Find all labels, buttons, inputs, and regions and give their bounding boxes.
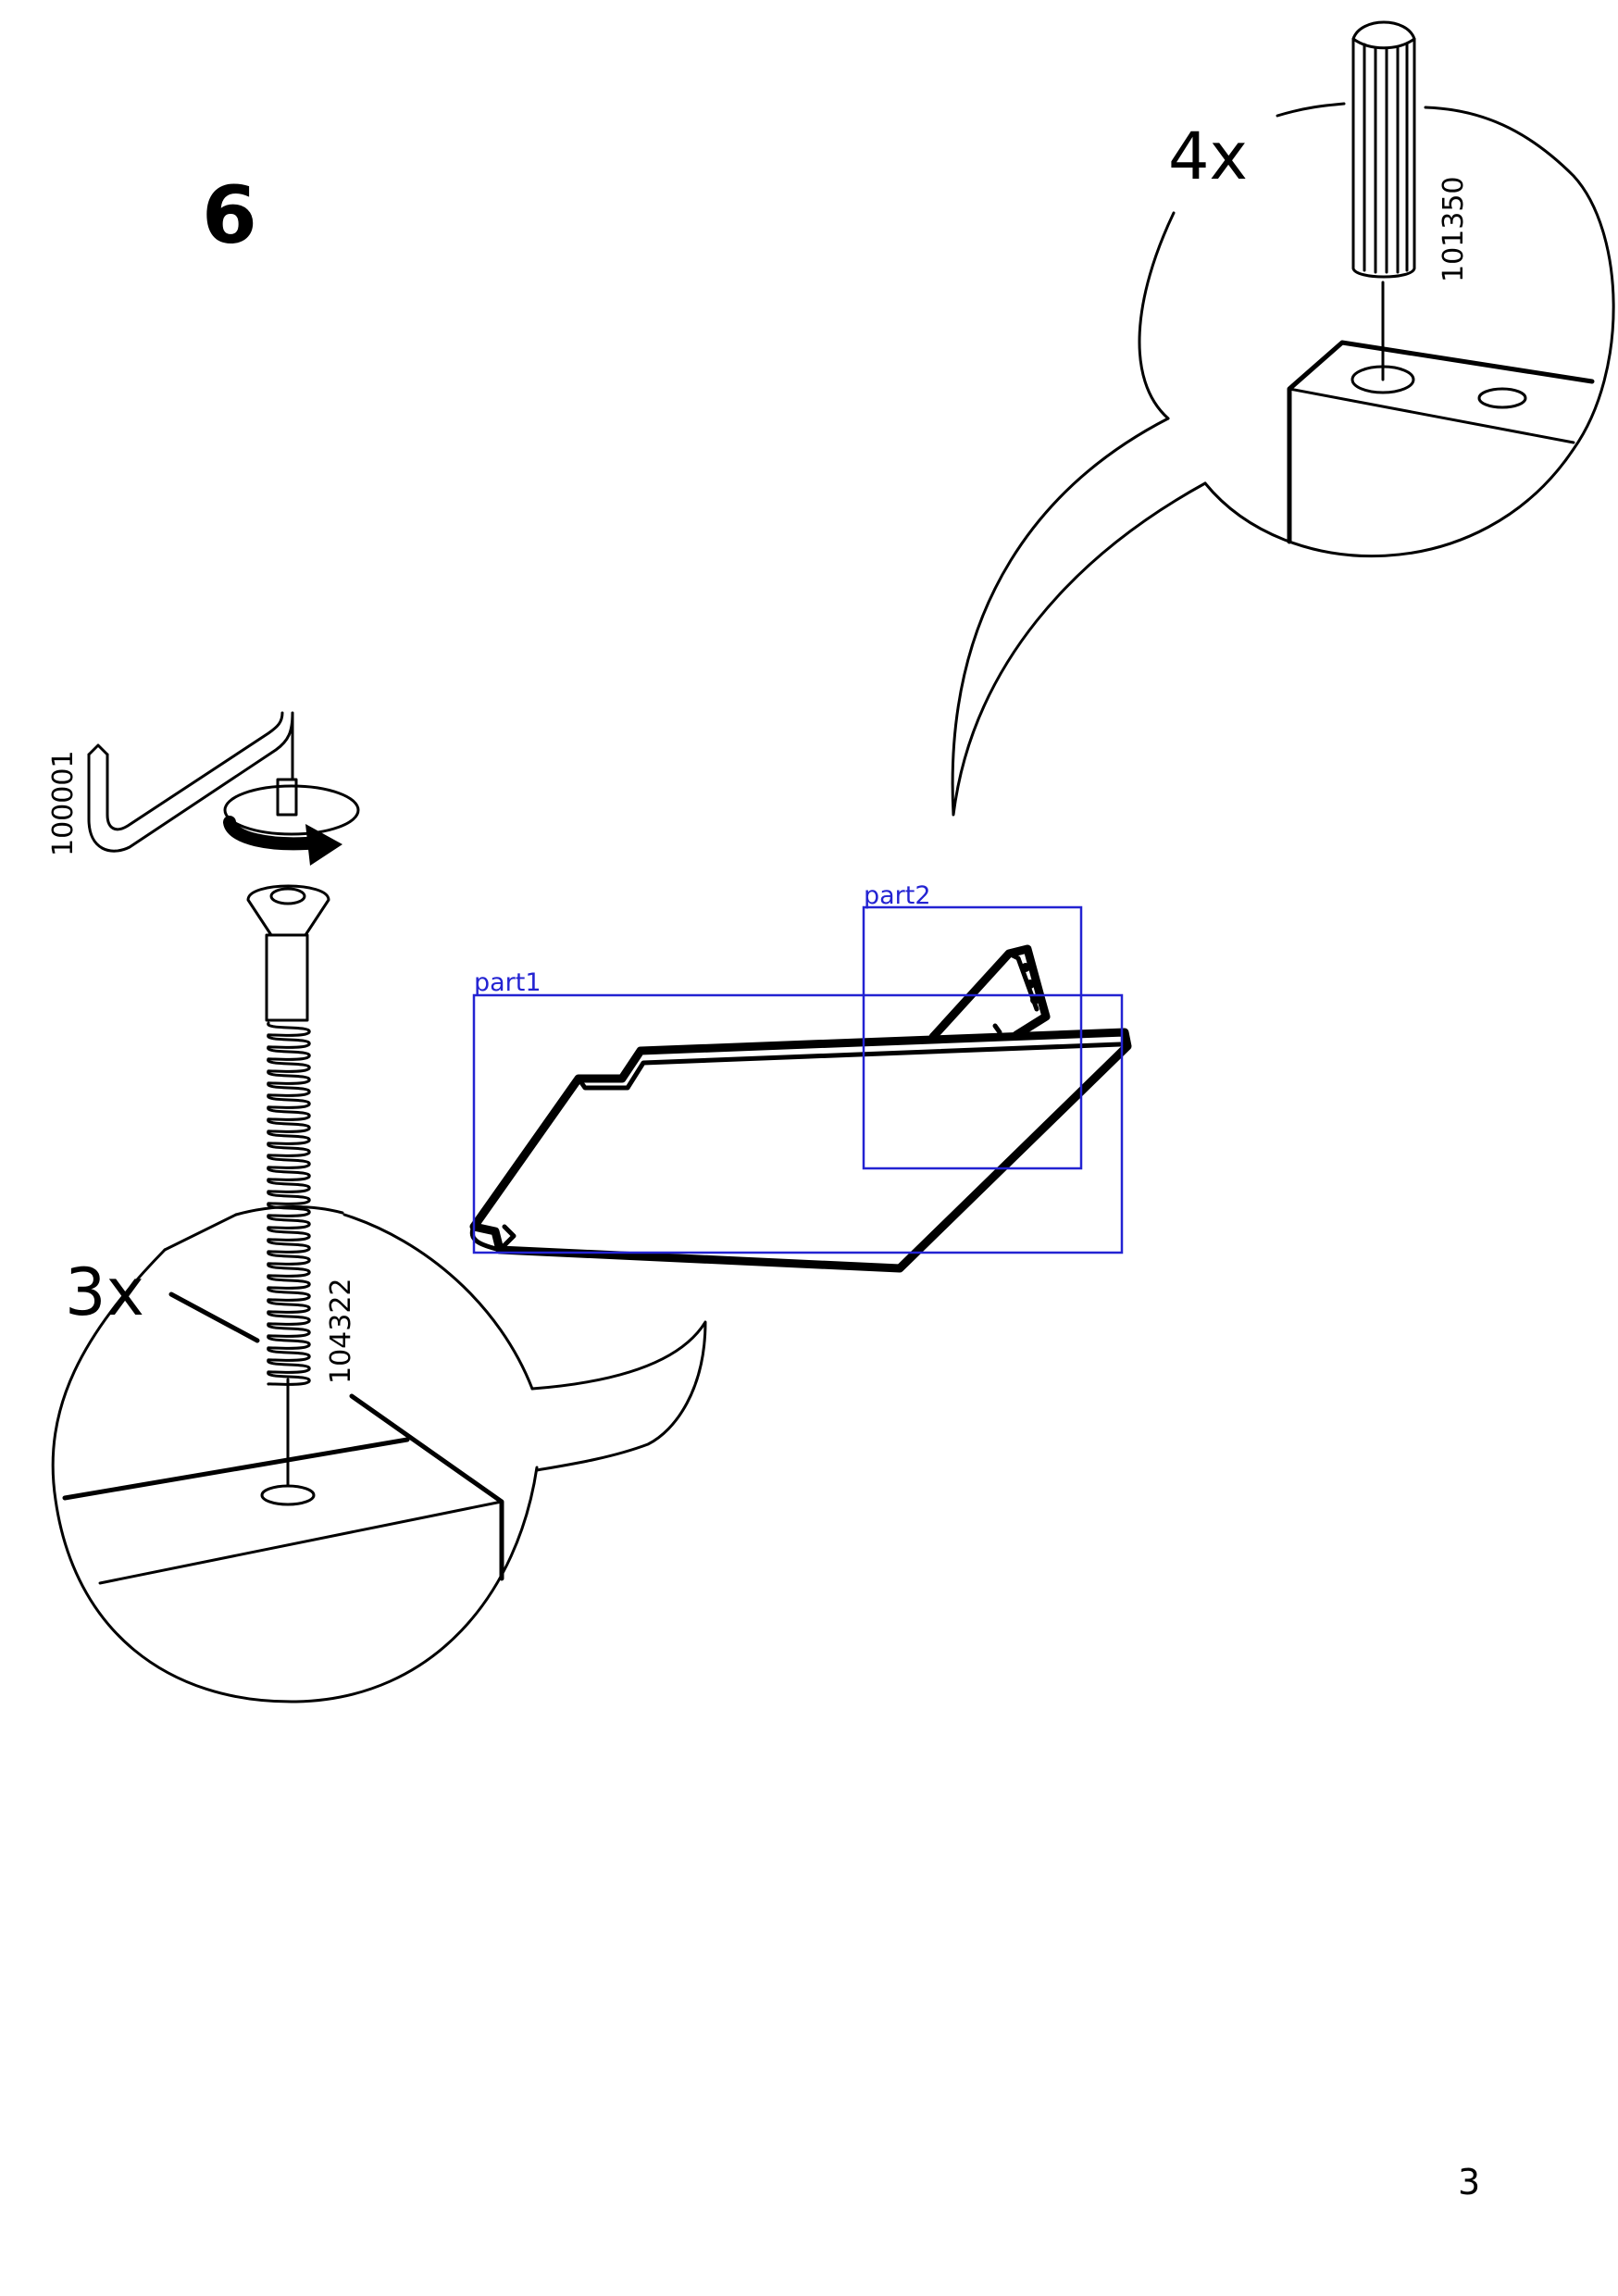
dowel-callout: 4x 101350 <box>951 20 1615 817</box>
screw-callout-circle <box>51 1248 539 1703</box>
annotation-part1: part1 <box>472 968 1124 1254</box>
screw-callout-tail <box>530 1320 707 1472</box>
annotation-part2: part2 <box>862 881 1083 1170</box>
screw-callout-circle-top <box>234 1205 344 1217</box>
screw-part-number: 104322 <box>325 1278 357 1384</box>
dowel-part-number: 101350 <box>1438 176 1470 282</box>
annotation-part1-label: part1 <box>474 968 541 997</box>
screw-callout <box>51 1205 707 1703</box>
panel-assembly <box>469 944 1132 1273</box>
rotate-arrow-icon <box>223 784 360 866</box>
board-corner-detail <box>1287 340 1595 544</box>
panel-outline <box>469 1028 1132 1273</box>
screw-callout-arc-right <box>342 1213 534 1391</box>
page-number: 3 <box>1458 2162 1480 2202</box>
allen-key-part-number: 100001 <box>47 750 80 856</box>
screw-quantity: 3x <box>65 1254 144 1330</box>
dowel-callout-circle-bottom <box>1203 106 1615 558</box>
screw-icon <box>246 884 330 1488</box>
dowel-pin-icon <box>1351 20 1416 381</box>
annotation-part2-label: part2 <box>864 881 931 910</box>
dowel-callout-arc-left <box>1276 102 1346 118</box>
dowel-callout-circle <box>1138 211 1176 420</box>
dowel-quantity: 4x <box>1168 119 1248 194</box>
allen-key-icon <box>87 711 298 853</box>
panel-bracket <box>928 944 1051 1042</box>
step-number: 6 <box>202 169 257 262</box>
dowel-callout-tail <box>951 417 1207 817</box>
